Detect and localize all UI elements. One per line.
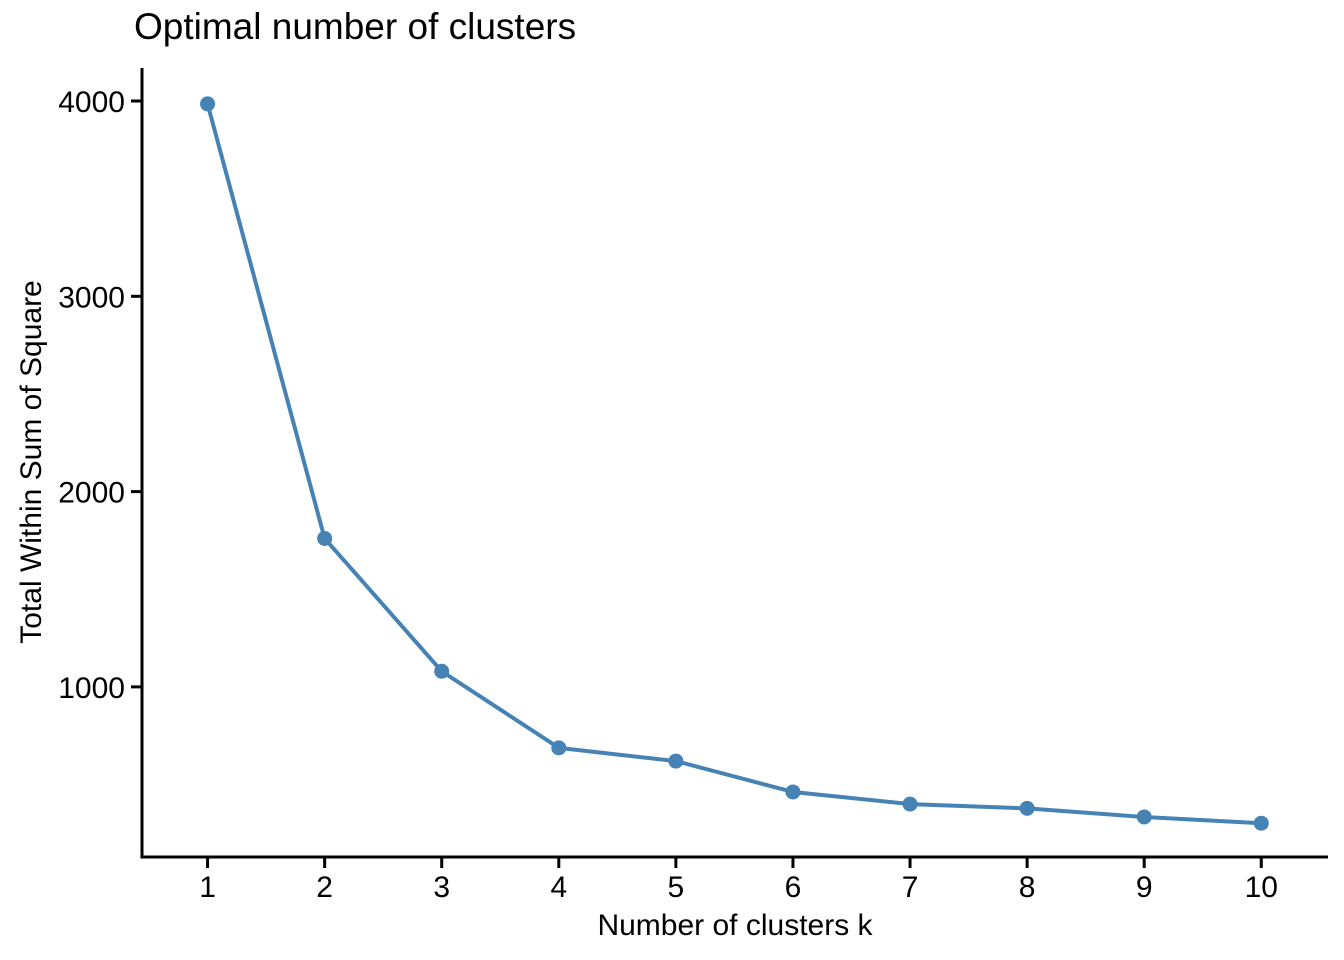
y-tick-label: 4000 xyxy=(58,86,125,119)
data-point xyxy=(1136,809,1152,825)
data-point xyxy=(785,784,801,800)
x-tick-label: 9 xyxy=(1136,871,1153,904)
x-tick-label: 2 xyxy=(316,871,333,904)
x-tick-label: 1 xyxy=(199,871,216,904)
data-point xyxy=(551,740,567,756)
x-axis-title: Number of clusters k xyxy=(597,909,873,942)
data-point xyxy=(434,663,450,679)
x-tick-label: 7 xyxy=(902,871,919,904)
x-tick-label: 8 xyxy=(1019,871,1036,904)
x-tick-label: 5 xyxy=(668,871,685,904)
data-point xyxy=(902,796,918,812)
data-point xyxy=(1253,815,1269,831)
x-tick-label: 10 xyxy=(1245,871,1278,904)
x-tick-label: 6 xyxy=(785,871,802,904)
x-tick-label: 4 xyxy=(550,871,567,904)
x-tick-label: 3 xyxy=(433,871,450,904)
data-point xyxy=(200,96,216,112)
data-point xyxy=(1019,800,1035,816)
data-point xyxy=(317,530,333,546)
chart-title: Optimal number of clusters xyxy=(134,6,577,47)
series-line xyxy=(205,103,1262,826)
y-tick-label: 1000 xyxy=(58,672,125,705)
y-tick-label: 2000 xyxy=(58,477,125,510)
data-point xyxy=(668,753,684,769)
y-tick-label: 3000 xyxy=(58,281,125,314)
